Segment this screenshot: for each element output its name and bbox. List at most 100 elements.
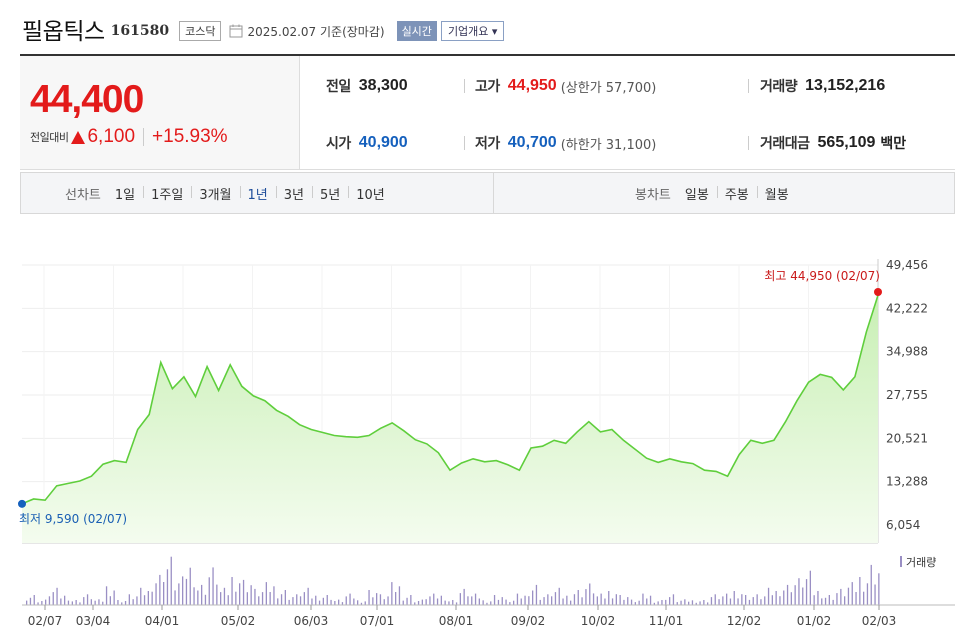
volume-bar <box>315 595 317 605</box>
volume-bar <box>212 567 214 605</box>
volume-bar <box>216 584 218 605</box>
open-price: 시가 40,900 <box>326 133 408 153</box>
volume-bar <box>239 583 241 605</box>
tab-10year[interactable]: 10년 <box>348 184 393 203</box>
tab-3year[interactable]: 3년 <box>275 184 312 203</box>
x-tick-label: 02/07 <box>28 614 63 628</box>
volume-bar <box>208 577 210 605</box>
volume-bar <box>265 582 267 605</box>
volume-bar <box>269 592 271 605</box>
volume-bar <box>261 592 264 605</box>
volume-bar <box>60 598 62 605</box>
volume-bar <box>554 592 557 605</box>
date-text: 2025.02.07 기준(장마감) <box>247 24 385 39</box>
volume-bar <box>790 592 792 605</box>
price-area <box>22 295 878 543</box>
price-panel: 44,400 전일대비 6,100 +15.93% <box>20 56 300 170</box>
price-line <box>21 295 879 505</box>
volume-bar <box>383 599 385 605</box>
company-overview-dropdown[interactable]: 기업개요 ▾ <box>440 20 505 41</box>
volume-bar <box>417 601 420 605</box>
volume-bar <box>113 590 115 605</box>
volume-bar <box>288 599 290 605</box>
volume-bar <box>33 595 35 605</box>
market-badge: 코스닥 <box>179 20 222 41</box>
divider <box>748 79 749 93</box>
high-value: 44,950 <box>507 77 557 94</box>
y-tick-label: 34,988 <box>886 345 928 359</box>
volume-bar <box>847 587 850 605</box>
volume-bar <box>600 593 602 605</box>
volume-bar <box>52 592 54 605</box>
volume-bar <box>109 596 111 605</box>
volume-bar <box>349 593 351 605</box>
open-label: 시가 <box>326 136 351 152</box>
tab-monthly[interactable]: 월봉 <box>756 184 797 203</box>
volume-bar <box>353 598 355 605</box>
volume-bar <box>41 601 43 605</box>
x-tick-label: 07/01 <box>360 614 395 628</box>
volume-bar <box>669 597 671 605</box>
x-tick-label: 04/01 <box>145 614 180 628</box>
realtime-button[interactable]: 실시간 <box>396 20 437 41</box>
volume-bar <box>592 593 595 605</box>
divider <box>748 136 749 150</box>
volume-bar <box>509 602 511 605</box>
volume-bar <box>863 591 865 605</box>
x-tick-label: 03/04 <box>76 614 111 628</box>
tab-daily[interactable]: 일봉 <box>684 187 709 203</box>
x-tick-label: 12/02 <box>727 614 762 628</box>
y-tick-label: 49,456 <box>886 258 928 272</box>
volume-bar <box>547 594 549 605</box>
volume-bar <box>26 600 28 605</box>
volume-bar <box>121 602 123 605</box>
volume-bar <box>71 601 73 605</box>
tab-1day[interactable]: 1일 <box>114 187 136 203</box>
volume-bar <box>90 599 92 605</box>
y-tick-label: 20,521 <box>886 431 928 445</box>
volume-bar <box>338 599 340 605</box>
volume-bar <box>406 597 408 605</box>
volume-bar <box>703 600 705 605</box>
volume-bar <box>714 594 716 605</box>
volume-bar <box>741 594 743 605</box>
volume-bar <box>748 599 751 605</box>
volume-bar <box>326 595 328 605</box>
volume-bar <box>250 585 252 605</box>
tab-1week[interactable]: 1주일 <box>143 184 191 203</box>
x-tick-label: 06/03 <box>294 614 329 628</box>
volume-bar <box>170 556 172 605</box>
volume-bar <box>513 600 515 605</box>
volume-bar <box>163 582 165 605</box>
volume-bar <box>292 597 294 605</box>
volume-bar <box>821 598 823 605</box>
volume-bar <box>589 583 591 605</box>
volume-bar <box>661 600 663 605</box>
volume-bar <box>360 602 363 605</box>
volume-bar <box>330 599 332 605</box>
volume-bar <box>48 596 51 605</box>
tab-weekly[interactable]: 주봉 <box>716 184 757 203</box>
volume-bar <box>463 588 465 605</box>
tab-3month[interactable]: 3개월 <box>191 184 239 203</box>
volume-bar <box>832 599 834 605</box>
high-label: 고가 <box>475 79 500 95</box>
tab-5year[interactable]: 5년 <box>312 184 348 203</box>
tab-1year[interactable]: 1년 <box>239 184 276 203</box>
volume-bar <box>227 595 229 605</box>
price-chart[interactable]: 49,456 42,222 34,988 27,755 20,521 13,288 6,05… <box>0 215 955 637</box>
volume-bar <box>817 591 819 605</box>
prev-close: 전일 38,300 <box>326 76 408 96</box>
volume-bar <box>767 587 770 605</box>
volume-bar <box>859 577 861 605</box>
volume-bar <box>303 592 305 605</box>
volume-bar <box>745 595 747 605</box>
volume-bar <box>155 583 157 605</box>
volume-bar <box>634 602 636 605</box>
lower-limit: (하한가 31,100) <box>560 137 657 153</box>
volume-bar <box>204 594 207 605</box>
volume-bar <box>870 564 872 605</box>
change-value: 6,100 <box>87 126 136 147</box>
y-tick-label: 42,222 <box>886 301 928 315</box>
volume-bar <box>128 594 130 605</box>
